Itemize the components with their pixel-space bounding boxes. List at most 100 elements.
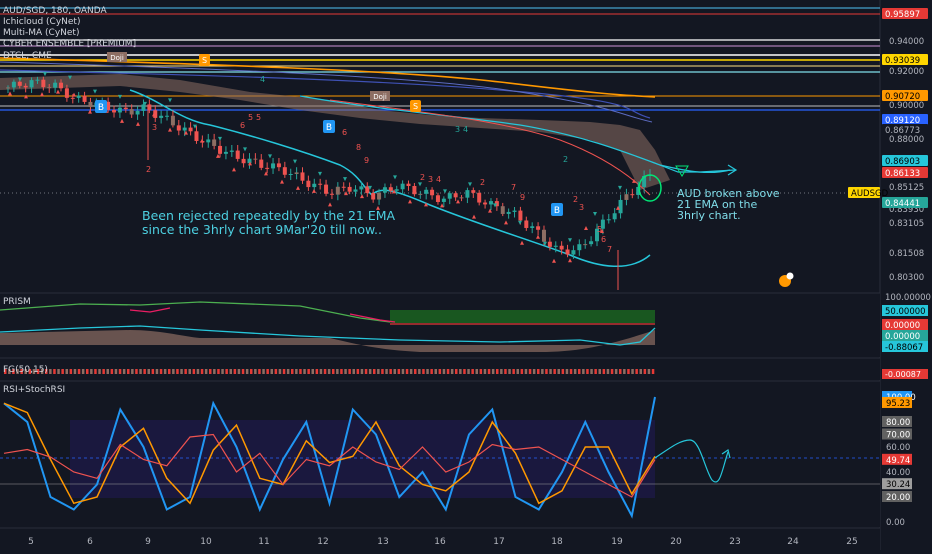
price-tag-text: 0.86133: [885, 169, 920, 179]
svg-text:2: 2: [573, 195, 578, 204]
svg-text:4: 4: [260, 75, 265, 84]
candle-body: [17, 81, 22, 86]
prism-tag: [882, 305, 928, 316]
buy-marker[interactable]: B: [323, 120, 335, 133]
signal-triangle: [184, 130, 188, 135]
candle-body: [600, 219, 605, 229]
candle-body: [365, 186, 370, 194]
price-tag: [882, 197, 928, 208]
price-tick: 0.80300: [889, 273, 924, 283]
fg-bar: [69, 369, 73, 374]
notification-badge: [786, 272, 794, 280]
fg-bar: [94, 369, 97, 374]
fg-bar: [172, 369, 175, 374]
fg-bar: [463, 369, 466, 374]
fg-bar: [233, 369, 237, 374]
fg-histogram: -0.00087: [4, 369, 928, 379]
fg-bar: [241, 369, 245, 374]
candle-body: [494, 201, 499, 207]
signal-triangle: [312, 188, 316, 193]
sell-marker[interactable]: S: [199, 54, 210, 66]
doji-label: Doji: [107, 52, 127, 62]
candle-body: [553, 245, 558, 247]
rsi-projection: [654, 439, 729, 483]
price-tag-text: 0.90720: [885, 92, 920, 102]
fg-bar: [118, 369, 122, 374]
candle-body: [430, 189, 435, 196]
buy-marker[interactable]: B: [95, 100, 107, 113]
signal-triangle: [343, 177, 347, 182]
fg-bar: [627, 369, 630, 374]
signal-triangle: [493, 203, 497, 208]
candle-body: [212, 139, 217, 146]
candle-body: [477, 192, 482, 203]
fg-bar: [135, 369, 138, 374]
time-label: 6: [87, 537, 93, 547]
signal-triangle: [472, 214, 476, 219]
candle-body: [271, 163, 276, 169]
candle-body: [324, 184, 329, 194]
signal-triangle: [468, 182, 472, 187]
candle-body: [106, 101, 111, 111]
candle-body: [288, 174, 293, 176]
candle-body: [218, 145, 223, 154]
candle-body: [247, 158, 252, 164]
time-label: 19: [611, 537, 623, 547]
sell-marker[interactable]: S: [410, 100, 421, 112]
fg-bar: [250, 369, 253, 374]
fg-bar: [147, 369, 150, 374]
prism-label: PRISM: [3, 297, 31, 307]
signal-triangle: [68, 75, 72, 80]
symbol-title: AUD/SGD, 180, OANDA: [3, 6, 108, 16]
signal-triangle: [328, 202, 332, 207]
main-price-pane[interactable]: [0, 0, 880, 292]
fg-bar: [651, 369, 655, 374]
fg-bar: [405, 369, 409, 374]
fg-bar: [278, 369, 282, 374]
highlight-circle: [638, 174, 662, 202]
fg-bar: [590, 369, 593, 374]
signal-triangle: [168, 98, 172, 103]
candle-body: [571, 250, 576, 255]
fg-bar: [487, 369, 491, 374]
candle-body: [559, 245, 564, 250]
candle-body: [453, 193, 458, 198]
svg-text:5: 5: [256, 113, 261, 122]
fg-bar: [631, 369, 634, 374]
fg-bar: [414, 369, 417, 374]
price-tag: [848, 187, 880, 198]
fg-bar: [389, 369, 392, 374]
fg-bar: [393, 369, 396, 374]
fg-bar: [229, 369, 232, 374]
candle-body: [35, 79, 40, 81]
candle-body: [435, 195, 440, 202]
rsi-projection-arrowhead: [721, 449, 731, 459]
price-tag: [882, 54, 928, 65]
candle-body: [335, 186, 340, 195]
chart-header: AUD/SGD, 180, OANDA Ichicloud (CyNet) Mu…: [3, 6, 136, 61]
stochrsi-d-line: [3, 402, 656, 505]
candle-body: [341, 186, 346, 188]
fg-bar: [647, 369, 651, 374]
price-tick: 0.94000: [889, 37, 924, 47]
fg-bar: [159, 369, 163, 374]
rsi-tick: 70.00: [886, 431, 910, 441]
candle-body: [594, 228, 599, 242]
prism-tick: 50.00000: [885, 307, 926, 317]
time-axis[interactable]: [0, 528, 880, 550]
candle-body: [88, 101, 93, 108]
fg-bar: [98, 369, 101, 374]
price-tag-text: 0.86773: [885, 126, 920, 136]
candle-body: [512, 210, 517, 212]
down-triangle-marker: [675, 165, 689, 177]
fg-bar: [327, 369, 331, 374]
buy-marker[interactable]: B: [551, 203, 563, 216]
price-tag-text: 0.89120: [885, 116, 920, 126]
signal-triangle: [616, 205, 620, 210]
time-label: 12: [317, 537, 328, 547]
svg-text:Doji: Doji: [110, 54, 124, 62]
fg-bar: [569, 369, 573, 374]
fg-bar: [520, 369, 524, 374]
